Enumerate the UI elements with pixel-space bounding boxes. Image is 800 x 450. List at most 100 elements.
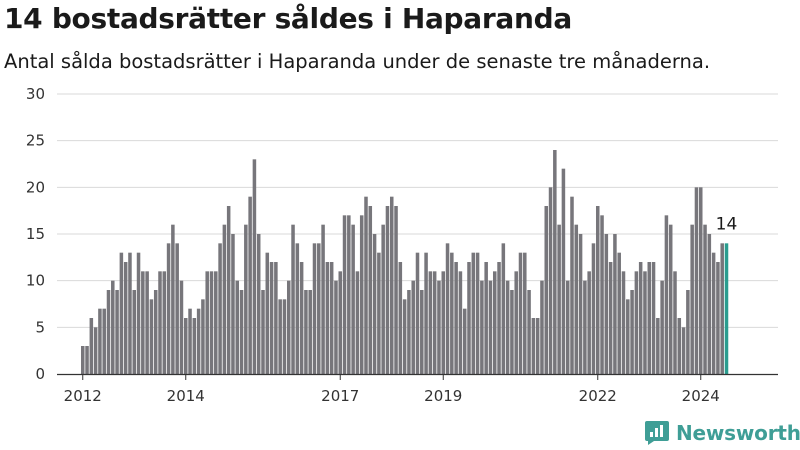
bars <box>80 150 729 374</box>
bar <box>166 243 171 374</box>
bar <box>372 234 377 374</box>
x-tick-label: 2014 <box>167 387 205 405</box>
bar <box>196 308 201 374</box>
bar <box>578 234 583 374</box>
bar <box>252 159 257 374</box>
chart-subtitle: Antal sålda bostadsrätter i Haparanda un… <box>4 50 711 73</box>
bar <box>454 262 458 374</box>
bar <box>638 262 643 374</box>
bar <box>351 224 355 374</box>
bar <box>381 224 385 374</box>
newsworthy-logo-icon <box>645 421 669 445</box>
bar <box>102 308 106 374</box>
bar <box>295 243 300 374</box>
bar <box>334 280 338 374</box>
bar <box>278 299 282 374</box>
bar <box>716 262 720 374</box>
bar <box>282 299 287 374</box>
bar <box>591 243 596 374</box>
bar <box>183 318 188 374</box>
bar <box>450 252 454 374</box>
bar <box>690 224 694 374</box>
bar <box>265 252 270 374</box>
bar <box>158 271 162 374</box>
bar <box>162 271 167 374</box>
brand-name: Newsworthy <box>676 421 800 445</box>
bar <box>119 252 124 374</box>
bar <box>85 346 89 374</box>
bar <box>553 150 557 374</box>
bar <box>149 299 154 374</box>
bar <box>561 168 566 374</box>
bar <box>128 252 132 374</box>
bar <box>355 271 360 374</box>
bar <box>115 290 119 374</box>
bar <box>244 224 248 374</box>
bar <box>608 262 613 374</box>
bar <box>364 196 368 374</box>
bar-latest <box>724 243 729 374</box>
bar <box>402 299 407 374</box>
bar <box>179 280 184 374</box>
y-tick-label: 5 <box>35 318 45 336</box>
bar <box>677 318 682 374</box>
bar <box>540 280 544 374</box>
bar <box>188 308 192 374</box>
x-tick-label: 2012 <box>64 387 102 405</box>
bar <box>171 224 175 374</box>
y-tick-label: 20 <box>26 178 45 196</box>
chart-title: 14 bostadsrätter såldes i Haparanda <box>4 2 572 35</box>
bar <box>617 252 621 374</box>
bar <box>583 280 587 374</box>
bar <box>647 262 652 374</box>
bar <box>501 243 506 374</box>
bar <box>175 243 179 374</box>
bar <box>475 252 480 374</box>
bar <box>462 308 467 374</box>
bar <box>720 243 724 374</box>
bar <box>673 271 677 374</box>
x-tick-label: 2019 <box>424 387 462 405</box>
bar <box>420 290 424 374</box>
bar <box>377 252 381 374</box>
x-tick-label: 2024 <box>682 387 720 405</box>
bar <box>239 290 244 374</box>
bar <box>471 252 476 374</box>
bar <box>613 234 617 374</box>
bar <box>235 280 240 374</box>
bar <box>145 271 149 374</box>
y-axis-labels: 0 5 10 15 20 25 30 <box>26 85 45 383</box>
y-tick-label: 25 <box>26 132 45 150</box>
bar <box>544 206 549 374</box>
bar <box>261 290 265 374</box>
bar <box>106 290 111 374</box>
bar <box>317 243 321 374</box>
bar <box>214 271 218 374</box>
bar <box>548 187 553 374</box>
bar <box>312 243 317 374</box>
bar <box>698 187 703 374</box>
bar <box>286 280 291 374</box>
bar <box>248 196 252 374</box>
bar <box>269 262 274 374</box>
bar <box>651 262 656 374</box>
bar <box>574 224 579 374</box>
bar <box>484 262 488 374</box>
latest-value-label: 14 <box>716 214 738 234</box>
bar <box>694 187 699 374</box>
bar <box>527 290 531 374</box>
bar <box>218 243 222 374</box>
bar <box>407 290 411 374</box>
bar <box>686 290 690 374</box>
newsworthy-logo: Newsworthy <box>644 420 800 446</box>
bar <box>428 271 433 374</box>
bar <box>89 318 94 374</box>
bar <box>711 252 716 374</box>
bar <box>492 271 497 374</box>
bar <box>209 271 214 374</box>
bar <box>604 234 609 374</box>
bar <box>201 299 205 374</box>
bar <box>535 318 540 374</box>
bar <box>226 206 231 374</box>
bar <box>111 280 115 374</box>
